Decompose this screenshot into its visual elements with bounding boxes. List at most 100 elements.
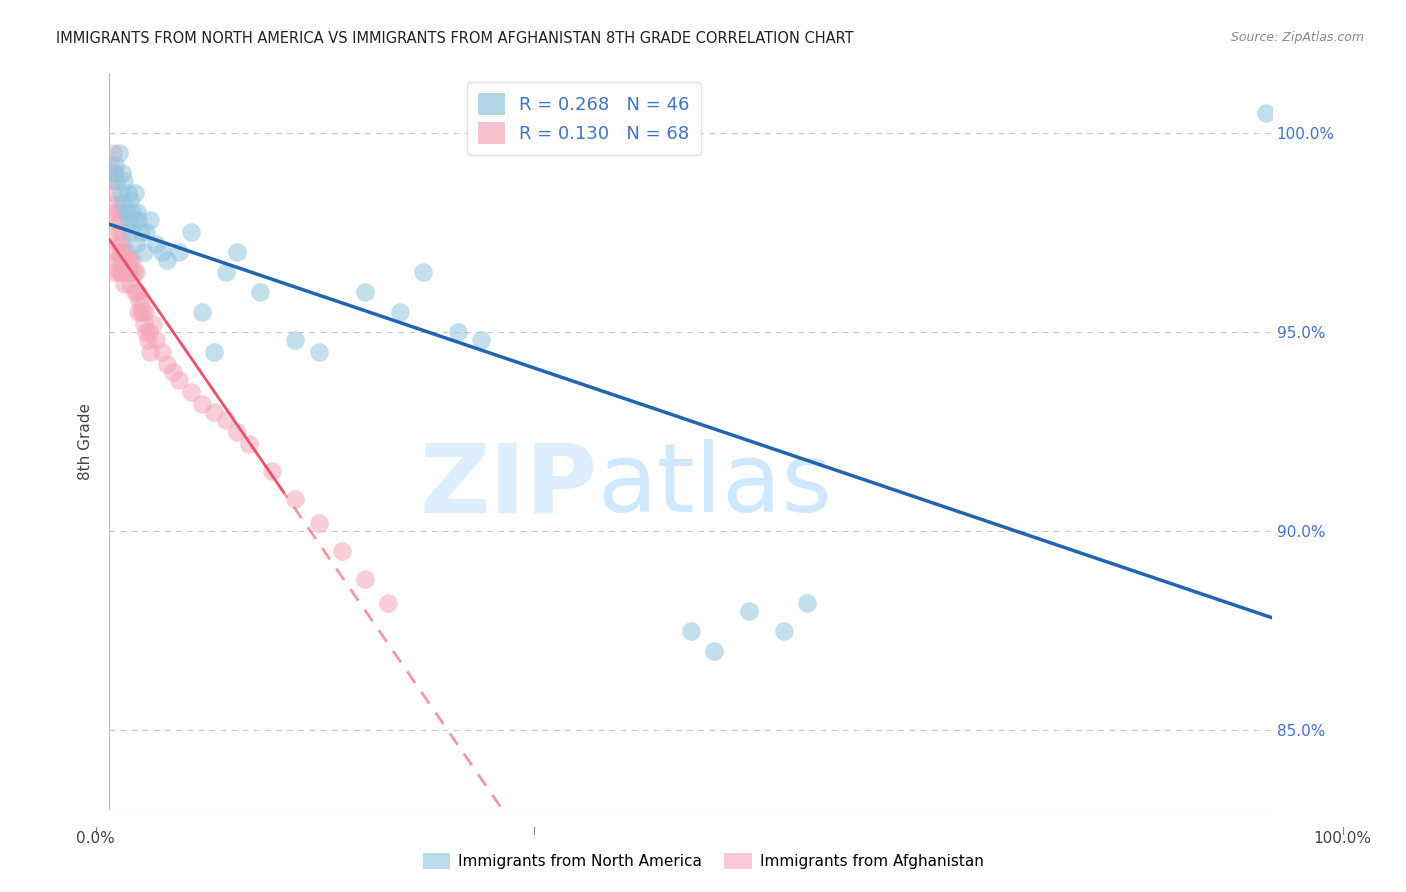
Point [127, 285, 149, 299]
Point [110, 186, 132, 200]
Point [772, 624, 794, 638]
Point [100, 158, 122, 172]
Point [162, 365, 184, 379]
Point [101, 145, 124, 160]
Point [738, 604, 761, 618]
Point [284, 492, 307, 507]
Point [122, 213, 145, 227]
Point [118, 265, 141, 279]
Point [330, 544, 353, 558]
Point [150, 245, 173, 260]
Point [167, 373, 190, 387]
Point [120, 194, 142, 208]
Point [120, 253, 142, 268]
Point [124, 186, 146, 200]
Point [110, 265, 132, 279]
Point [135, 225, 157, 239]
Point [167, 245, 190, 260]
Point [354, 572, 377, 586]
Point [260, 465, 283, 479]
Point [104, 265, 127, 279]
Point [110, 245, 132, 260]
Point [100, 173, 122, 187]
Point [127, 305, 149, 319]
Point [796, 596, 818, 610]
Point [125, 237, 148, 252]
Point [226, 425, 249, 439]
Point [127, 213, 149, 227]
Point [679, 624, 702, 638]
Point [214, 412, 236, 426]
Point [108, 225, 131, 239]
Point [121, 205, 143, 219]
Point [121, 253, 143, 268]
Point [111, 237, 134, 252]
Point [124, 285, 146, 299]
Point [136, 333, 159, 347]
Point [134, 317, 156, 331]
Point [447, 325, 470, 339]
Point [120, 277, 142, 292]
Legend: R = 0.268   N = 46, R = 0.130   N = 68: R = 0.268 N = 46, R = 0.130 N = 68 [467, 82, 700, 155]
Point [214, 265, 236, 279]
Point [103, 186, 125, 200]
Point [120, 225, 142, 239]
Text: IMMIGRANTS FROM NORTH AMERICA VS IMMIGRANTS FROM AFGHANISTAN 8TH GRADE CORRELATI: IMMIGRANTS FROM NORTH AMERICA VS IMMIGRA… [56, 31, 853, 46]
Point [202, 404, 225, 418]
Text: ZIP: ZIP [419, 439, 598, 533]
Point [115, 245, 138, 260]
Point [150, 344, 173, 359]
Point [117, 253, 139, 268]
Point [388, 305, 411, 319]
Point [112, 197, 135, 211]
Point [122, 265, 145, 279]
Point [104, 165, 127, 179]
Point [129, 305, 152, 319]
Point [112, 253, 135, 268]
Point [107, 145, 129, 160]
Point [1254, 105, 1277, 120]
Point [110, 213, 132, 227]
Point [180, 225, 202, 239]
Point [226, 245, 249, 260]
Point [105, 213, 128, 227]
Point [127, 205, 149, 219]
Point [111, 265, 134, 279]
Point [104, 205, 127, 219]
Point [131, 293, 153, 307]
Point [117, 186, 139, 200]
Point [104, 225, 127, 239]
Point [145, 333, 167, 347]
Point [191, 305, 214, 319]
Point [107, 205, 129, 219]
Point [132, 305, 155, 319]
Point [138, 325, 160, 339]
Text: Source: ZipAtlas.com: Source: ZipAtlas.com [1230, 31, 1364, 45]
Point [134, 245, 156, 260]
Point [112, 173, 135, 187]
Point [412, 265, 434, 279]
Point [112, 245, 135, 260]
Point [125, 265, 148, 279]
Point [238, 436, 260, 450]
Point [249, 285, 271, 299]
Point [135, 325, 157, 339]
Text: 0.0%: 0.0% [76, 831, 115, 846]
Point [180, 384, 202, 399]
Point [107, 237, 129, 252]
Point [108, 253, 131, 268]
Text: 100.0%: 100.0% [1313, 831, 1372, 846]
Point [145, 237, 167, 252]
Point [115, 205, 138, 219]
Point [129, 225, 152, 239]
Y-axis label: 8th Grade: 8th Grade [79, 403, 93, 480]
Point [105, 245, 128, 260]
Point [202, 344, 225, 359]
Point [112, 225, 135, 239]
Point [156, 357, 179, 371]
Point [139, 213, 162, 227]
Point [120, 265, 142, 279]
Point [115, 265, 138, 279]
Point [101, 165, 124, 179]
Point [377, 596, 399, 610]
